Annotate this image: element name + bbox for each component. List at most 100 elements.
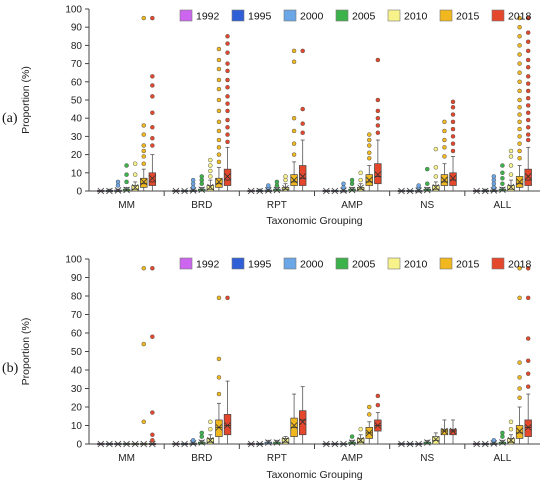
box-2005-MM xyxy=(122,163,131,194)
outlier-point xyxy=(517,148,522,154)
mean-marker xyxy=(357,184,364,192)
mean-marker xyxy=(224,422,231,429)
legend-label: 1992 xyxy=(196,11,220,23)
box-2005-ALL xyxy=(498,430,507,446)
outlier-point xyxy=(367,143,372,148)
mean-marker xyxy=(106,187,113,195)
box-2010-NS xyxy=(432,432,440,445)
outlier-point xyxy=(375,108,381,114)
box-1995-AMP xyxy=(331,187,339,195)
box-2000-ALL xyxy=(490,174,498,194)
legend-label: 1992 xyxy=(196,259,220,271)
outlier-point xyxy=(517,61,522,66)
outlier-point xyxy=(375,97,381,103)
outlier-point xyxy=(500,163,505,168)
outlier-point xyxy=(216,391,222,397)
outlier-point xyxy=(216,375,222,380)
outlier-point xyxy=(225,61,230,66)
outlier-point xyxy=(517,52,522,57)
box-1992-MM xyxy=(97,187,105,195)
box-2015-NS xyxy=(440,419,449,444)
outlier-point xyxy=(367,404,372,410)
box xyxy=(281,438,290,445)
outlier-point xyxy=(517,134,522,139)
box xyxy=(449,172,457,186)
legend-label: 2000 xyxy=(300,259,324,271)
legend-swatch xyxy=(491,257,505,270)
mean-marker xyxy=(374,171,382,178)
outlier-point xyxy=(442,128,447,134)
outlier-point xyxy=(300,130,305,136)
mean-marker xyxy=(331,440,339,448)
outlier-point xyxy=(525,48,531,54)
box-2018-RPT xyxy=(298,48,307,191)
box-2000-AMP xyxy=(339,181,348,194)
box-2018-MM xyxy=(148,266,157,448)
outlier-point xyxy=(291,128,297,134)
box-1992-ALL xyxy=(472,440,481,448)
outlier-point xyxy=(442,119,447,125)
outlier-point xyxy=(216,137,222,143)
outlier-point xyxy=(525,358,531,363)
box xyxy=(374,163,382,185)
x-tick-label: RPT xyxy=(267,200,287,211)
box-1995-MM xyxy=(105,187,114,195)
box-1992-RPT xyxy=(247,440,255,448)
outlier-point xyxy=(216,295,222,301)
outlier-point xyxy=(375,393,381,399)
y-axis-title: Proportion (%) xyxy=(20,66,32,134)
mean-marker xyxy=(490,440,498,447)
box-2015-AMP xyxy=(365,132,373,191)
outlier-point xyxy=(190,438,196,443)
outlier-point xyxy=(500,434,505,439)
legend-label: 2000 xyxy=(300,11,324,23)
y-tick-label: 50 xyxy=(71,96,83,107)
outlier-point xyxy=(517,126,522,132)
y-tick-label: 10 xyxy=(71,421,83,432)
mean-marker xyxy=(140,178,148,186)
outlier-point xyxy=(450,134,456,139)
x-tick-label: NS xyxy=(420,200,434,211)
x-axis-title: Taxonomic Grouping xyxy=(266,215,362,227)
legend: 1992 1995 2000 2005 2010 2015 2018 xyxy=(179,9,532,23)
box-1992-MM xyxy=(97,440,105,448)
mean-marker xyxy=(172,440,180,448)
mean-marker xyxy=(273,186,281,194)
mean-marker xyxy=(516,178,523,186)
outlier-point xyxy=(291,59,297,65)
mean-marker xyxy=(282,184,289,192)
legend-swatch xyxy=(231,9,245,22)
mean-marker xyxy=(406,187,414,195)
outlier-point xyxy=(225,77,230,83)
legend-swatch xyxy=(439,257,453,270)
outlier-point xyxy=(141,123,147,128)
box-2015-ALL xyxy=(515,15,524,191)
box-2010-MM xyxy=(131,161,139,192)
outlier-point xyxy=(150,143,155,148)
outlier-point xyxy=(349,177,355,183)
mean-marker xyxy=(449,174,457,182)
box xyxy=(432,185,440,192)
outlier-point xyxy=(450,99,456,105)
box-2010-AMP xyxy=(356,426,365,445)
outlier-point xyxy=(150,410,155,415)
box-2000-AMP xyxy=(339,440,348,448)
outlier-point xyxy=(367,137,372,143)
y-tick-label: 0 xyxy=(76,187,82,198)
box-2005-NS xyxy=(423,166,431,194)
outlier-point xyxy=(208,163,213,168)
outlier-point xyxy=(500,176,505,181)
outlier-point xyxy=(216,119,222,125)
box-2005-NS xyxy=(423,439,431,446)
mean-marker xyxy=(181,187,188,195)
box-1995-NS xyxy=(406,440,414,448)
outlier-point xyxy=(266,183,271,188)
box-1995-RPT xyxy=(256,187,264,195)
outlier-point xyxy=(450,119,456,125)
outlier-point xyxy=(525,117,531,123)
box-1992-RPT xyxy=(247,187,255,195)
mean-marker xyxy=(323,187,330,195)
outlier-point xyxy=(517,24,522,30)
outlier-point xyxy=(150,94,155,99)
box-2018-RPT xyxy=(298,386,307,444)
